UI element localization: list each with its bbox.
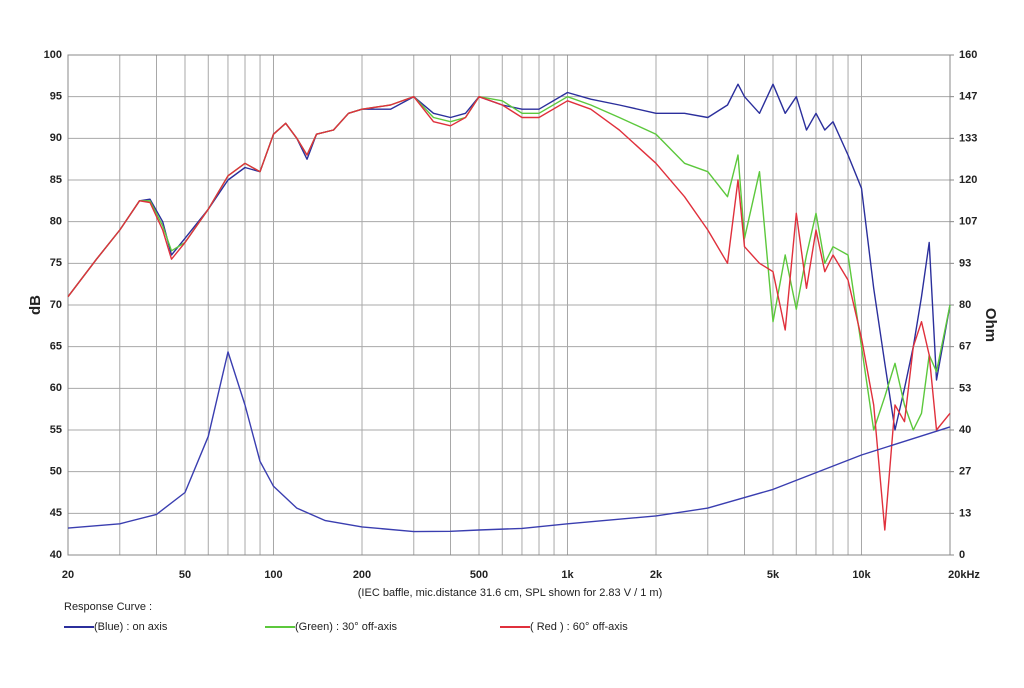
x-tick-label: 100 xyxy=(264,569,282,581)
x-tick-label: 10k xyxy=(852,569,871,581)
x-axis-caption: (IEC baffle, mic.distance 31.6 cm, SPL s… xyxy=(358,587,662,599)
y2-tick-label: 27 xyxy=(959,466,971,478)
x-tick-label: 1k xyxy=(561,569,574,581)
y2-tick-label: 160 xyxy=(959,49,977,61)
y-tick-label: 70 xyxy=(50,299,62,311)
y2-tick-label: 133 xyxy=(959,132,977,144)
y2-tick-label: 13 xyxy=(959,507,971,519)
y2-tick-label: 0 xyxy=(959,549,965,561)
y-tick-label: 60 xyxy=(50,382,62,394)
y-tick-label: 50 xyxy=(50,466,62,478)
y2-tick-label: 120 xyxy=(959,174,977,186)
y2-tick-label: 40 xyxy=(959,424,971,436)
x-tick-label: 5k xyxy=(767,569,780,581)
x-tick-label: 500 xyxy=(470,569,488,581)
x-tick-label: 20 xyxy=(62,569,74,581)
y-tick-label: 85 xyxy=(50,174,62,186)
legend-label: (Blue) : on axis xyxy=(94,621,168,633)
x-tick-label: 50 xyxy=(179,569,191,581)
y2-tick-label: 93 xyxy=(959,257,971,269)
y-tick-label: 45 xyxy=(50,507,62,519)
series-line xyxy=(67,83,951,431)
y-tick-label: 65 xyxy=(50,341,62,353)
y-tick-label: 100 xyxy=(44,49,62,61)
y-tick-label: 40 xyxy=(50,549,62,561)
legend-label: ( Red ) : 60° off-axis xyxy=(530,621,628,633)
series-line xyxy=(67,96,951,531)
legend-title: Response Curve : xyxy=(64,601,152,613)
y2-tick-label: 147 xyxy=(959,91,977,103)
x-tick-label: 20kHz xyxy=(948,569,980,581)
x-tick-label: 200 xyxy=(353,569,371,581)
y2-tick-label: 80 xyxy=(959,299,971,311)
y-axis-label: dB xyxy=(27,295,44,315)
x-tick-label: 2k xyxy=(650,569,663,581)
legend-label: (Green) : 30° off-axis xyxy=(295,621,398,633)
y-tick-label: 95 xyxy=(50,91,62,103)
y2-tick-label: 67 xyxy=(959,341,971,353)
y-tick-label: 75 xyxy=(50,257,62,269)
y2-tick-label: 53 xyxy=(959,382,971,394)
y2-axis-label: Ohm xyxy=(982,308,999,342)
y-tick-label: 55 xyxy=(50,424,62,436)
series-line xyxy=(67,351,951,533)
y-tick-label: 90 xyxy=(50,132,62,144)
y2-tick-label: 107 xyxy=(959,216,977,228)
y-tick-label: 80 xyxy=(50,216,62,228)
